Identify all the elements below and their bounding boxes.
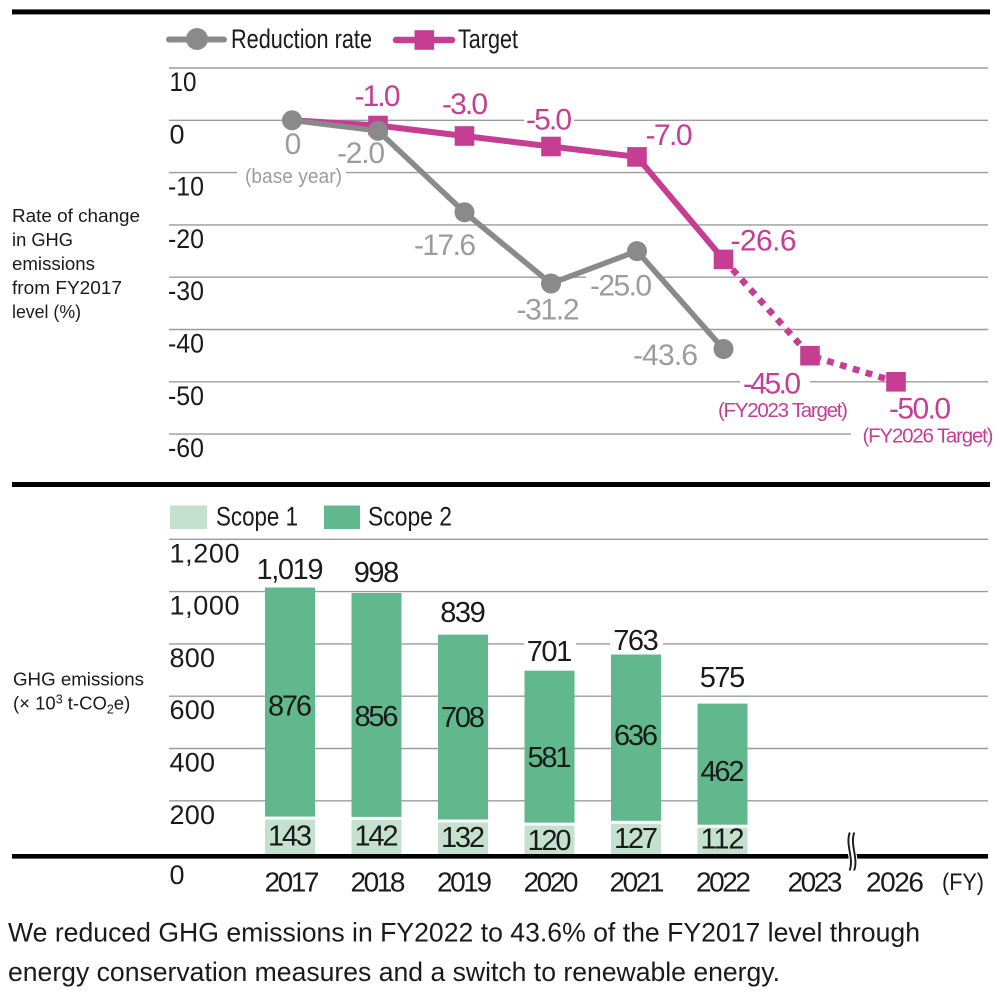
svg-text:-50: -50	[168, 381, 204, 411]
svg-text:in GHG: in GHG	[12, 229, 73, 250]
svg-text:-25.0: -25.0	[590, 270, 652, 303]
svg-text:energy conservation measures a: energy conservation measures and a switc…	[8, 957, 780, 987]
svg-text:876: 876	[268, 691, 312, 723]
svg-text:462: 462	[701, 756, 745, 788]
svg-text:(FY2026 Target): (FY2026 Target)	[863, 425, 994, 448]
svg-text:-17.6: -17.6	[414, 229, 476, 262]
svg-text:from FY2017: from FY2017	[12, 277, 122, 298]
svg-text:120: 120	[528, 825, 572, 857]
svg-text:2020: 2020	[524, 867, 579, 898]
svg-text:(FY): (FY)	[942, 869, 984, 896]
svg-text:-40: -40	[168, 329, 204, 359]
svg-text:(FY2023 Target): (FY2023 Target)	[718, 399, 848, 422]
svg-text:2022: 2022	[696, 867, 751, 898]
svg-text:-7.0: -7.0	[646, 119, 693, 152]
svg-text:708: 708	[441, 702, 485, 734]
svg-text:2018: 2018	[351, 867, 406, 898]
svg-text:2019: 2019	[437, 867, 492, 898]
svg-text:1,019: 1,019	[257, 554, 324, 586]
svg-text:-2.0: -2.0	[337, 137, 385, 170]
svg-text:Target: Target	[458, 24, 518, 54]
svg-text:Rate of change: Rate of change	[12, 205, 140, 226]
svg-text:(base year): (base year)	[245, 165, 342, 188]
svg-text:0: 0	[170, 119, 185, 149]
svg-text:400: 400	[170, 748, 216, 778]
svg-text:2026: 2026	[866, 867, 924, 898]
svg-text:2017: 2017	[265, 867, 320, 898]
svg-text:132: 132	[441, 822, 485, 854]
svg-text:Scope 2: Scope 2	[368, 502, 452, 532]
svg-text:998: 998	[354, 557, 400, 589]
svg-text:-43.6: -43.6	[633, 339, 698, 372]
svg-text:2023: 2023	[788, 867, 843, 898]
svg-text:636: 636	[614, 720, 658, 752]
svg-text:839: 839	[440, 597, 486, 629]
svg-text:GHG emissions: GHG emissions	[13, 669, 144, 690]
svg-text:701: 701	[527, 636, 573, 668]
svg-text:-50.0: -50.0	[889, 393, 951, 426]
svg-text:emissions: emissions	[12, 253, 95, 274]
svg-text:575: 575	[700, 662, 746, 694]
svg-text:-5.0: -5.0	[526, 104, 572, 137]
svg-text:-20: -20	[168, 224, 204, 254]
svg-text:143: 143	[268, 821, 312, 853]
svg-text:-45.0: -45.0	[743, 368, 801, 401]
svg-text:800: 800	[170, 643, 216, 673]
svg-text:2021: 2021	[610, 867, 665, 898]
svg-text:856: 856	[355, 701, 399, 733]
svg-text:1,200: 1,200	[170, 538, 240, 568]
svg-text:1,000: 1,000	[170, 591, 240, 621]
svg-text:10: 10	[170, 67, 197, 97]
svg-text:127: 127	[614, 823, 658, 855]
svg-text:200: 200	[170, 800, 216, 830]
svg-text:-3.0: -3.0	[442, 88, 488, 121]
svg-text:(× 103 t-CO2e): (× 103 t-CO2e)	[13, 693, 130, 717]
svg-text:0: 0	[170, 860, 185, 890]
svg-text:-10: -10	[168, 172, 204, 202]
svg-text:Scope 1: Scope 1	[216, 502, 298, 532]
svg-text:600: 600	[170, 695, 216, 725]
svg-text:-26.6: -26.6	[731, 225, 797, 258]
svg-text:-60: -60	[168, 433, 204, 463]
svg-text:-1.0: -1.0	[355, 80, 401, 113]
svg-text:Reduction rate: Reduction rate	[231, 24, 372, 54]
svg-text:-30: -30	[168, 276, 204, 306]
svg-text:763: 763	[613, 625, 659, 657]
svg-text:We reduced GHG emissions in FY: We reduced GHG emissions in FY2022 to 43…	[8, 918, 920, 948]
svg-text:-31.2: -31.2	[517, 294, 580, 327]
svg-text:0: 0	[285, 128, 302, 161]
svg-text:581: 581	[528, 742, 572, 774]
svg-text:level (%): level (%)	[12, 301, 81, 322]
svg-text:142: 142	[355, 821, 399, 853]
svg-text:112: 112	[701, 824, 745, 856]
